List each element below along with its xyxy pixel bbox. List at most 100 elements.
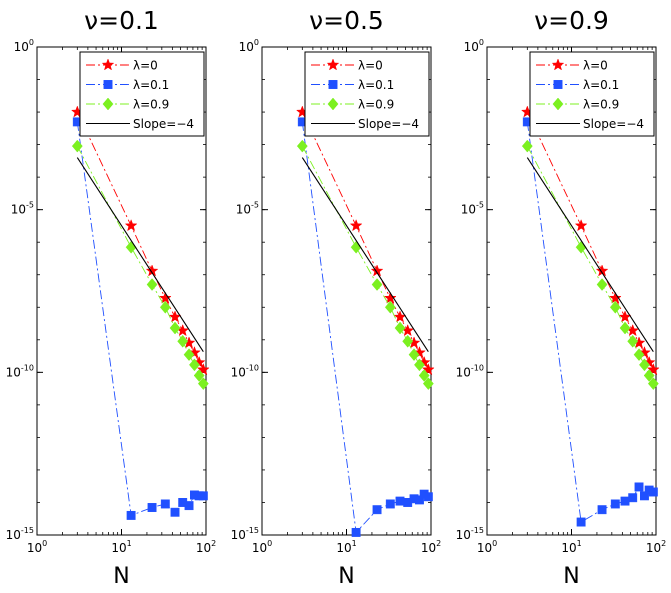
tick-exponent: 0 <box>42 539 47 548</box>
legend-marker <box>103 80 113 89</box>
data-point <box>395 496 405 506</box>
y-tick-label: 100 <box>464 38 484 54</box>
legend-label: λ=0.1 <box>358 78 394 92</box>
legend-marker <box>328 80 338 89</box>
data-point <box>189 358 200 372</box>
tick-exponent: -5 <box>476 201 484 210</box>
data-point <box>619 321 631 335</box>
tick-exponent: -15 <box>21 526 34 535</box>
data-point <box>627 334 639 348</box>
data-point <box>609 300 621 314</box>
legend-marker <box>101 58 115 71</box>
series-line-2 <box>526 121 654 523</box>
tick-exponent: 0 <box>254 38 259 47</box>
data-point <box>423 492 433 502</box>
data-point <box>184 501 194 511</box>
tick-exponent: 2 <box>661 539 666 548</box>
legend-marker <box>551 58 565 71</box>
tick-base: 10 <box>477 541 492 555</box>
y-tick-label: 10-15 <box>456 526 484 542</box>
tick-exponent: -10 <box>471 363 484 372</box>
data-point <box>620 496 630 506</box>
data-point <box>349 219 363 232</box>
tick-base: 10 <box>252 541 267 555</box>
data-point <box>422 377 434 391</box>
legend: λ=0 λ=0.1 λ=0.9 Slope=−4 <box>79 51 205 137</box>
data-point <box>640 491 649 501</box>
data-point <box>415 495 424 505</box>
legend-label: Slope=−4 <box>583 117 644 131</box>
x-tick-label: 100 <box>477 539 497 555</box>
legend-marker <box>327 97 339 111</box>
tick-base: 10 <box>111 541 126 555</box>
data-point <box>421 363 435 376</box>
legend-marker <box>552 97 564 111</box>
tick-base: 10 <box>27 541 42 555</box>
data-point <box>408 348 420 362</box>
tick-base: 10 <box>236 203 251 217</box>
tick-exponent: 2 <box>436 539 441 548</box>
data-point <box>197 377 209 391</box>
tick-exponent: -10 <box>246 363 259 372</box>
x-axis-label: N <box>338 564 354 589</box>
series-line-4 <box>76 157 204 353</box>
tick-base: 10 <box>196 541 211 555</box>
x-tick-label: 102 <box>646 539 666 555</box>
legend-label: λ=0.9 <box>133 98 169 112</box>
data-point <box>418 369 430 382</box>
data-point <box>383 291 397 304</box>
data-point <box>126 510 136 520</box>
tick-base: 10 <box>461 203 476 217</box>
tick-base: 10 <box>6 528 21 542</box>
tick-base: 10 <box>239 40 254 54</box>
series-line-4 <box>526 157 654 353</box>
data-point <box>384 300 396 314</box>
tick-base: 10 <box>231 528 246 542</box>
data-point <box>296 139 308 153</box>
tick-base: 10 <box>11 203 26 217</box>
data-point <box>198 491 208 501</box>
x-axis-label: N <box>113 564 129 589</box>
y-tick-label: 10-5 <box>11 201 34 217</box>
data-point <box>351 527 361 537</box>
tick-exponent: 1 <box>577 539 582 548</box>
tick-exponent: -15 <box>246 526 259 535</box>
y-tick-label: 10-10 <box>456 363 484 379</box>
legend-box <box>79 51 205 137</box>
legend-label: λ=0.9 <box>358 98 394 112</box>
legend-marker <box>102 97 114 111</box>
data-point <box>402 334 414 348</box>
data-point <box>647 377 659 391</box>
y-tick-label: 10-10 <box>231 363 259 379</box>
legend-label: λ=0 <box>358 59 383 73</box>
tick-base: 10 <box>336 541 351 555</box>
legend-label: λ=0 <box>583 59 608 73</box>
data-point <box>372 505 382 515</box>
tick-base: 10 <box>464 40 479 54</box>
tick-exponent: 0 <box>29 38 34 47</box>
series-line-1 <box>301 111 429 370</box>
chart-title: ν=0.1 <box>84 6 159 35</box>
data-point <box>183 348 195 362</box>
data-point <box>160 499 170 509</box>
tick-base: 10 <box>561 541 576 555</box>
data-point <box>643 369 655 382</box>
tick-exponent: 0 <box>492 539 497 548</box>
data-point <box>646 363 660 376</box>
y-tick-label: 10-15 <box>6 526 34 542</box>
tick-exponent: 1 <box>352 539 357 548</box>
data-point <box>394 321 406 335</box>
data-point <box>159 300 171 314</box>
data-point <box>576 517 586 527</box>
data-point <box>414 358 425 372</box>
x-tick-label: 101 <box>111 539 131 555</box>
tick-exponent: 1 <box>127 539 132 548</box>
y-tick-label: 10-5 <box>236 201 259 217</box>
x-tick-label: 101 <box>336 539 356 555</box>
tick-base: 10 <box>6 365 21 379</box>
data-point <box>608 291 622 304</box>
data-point <box>648 487 658 497</box>
